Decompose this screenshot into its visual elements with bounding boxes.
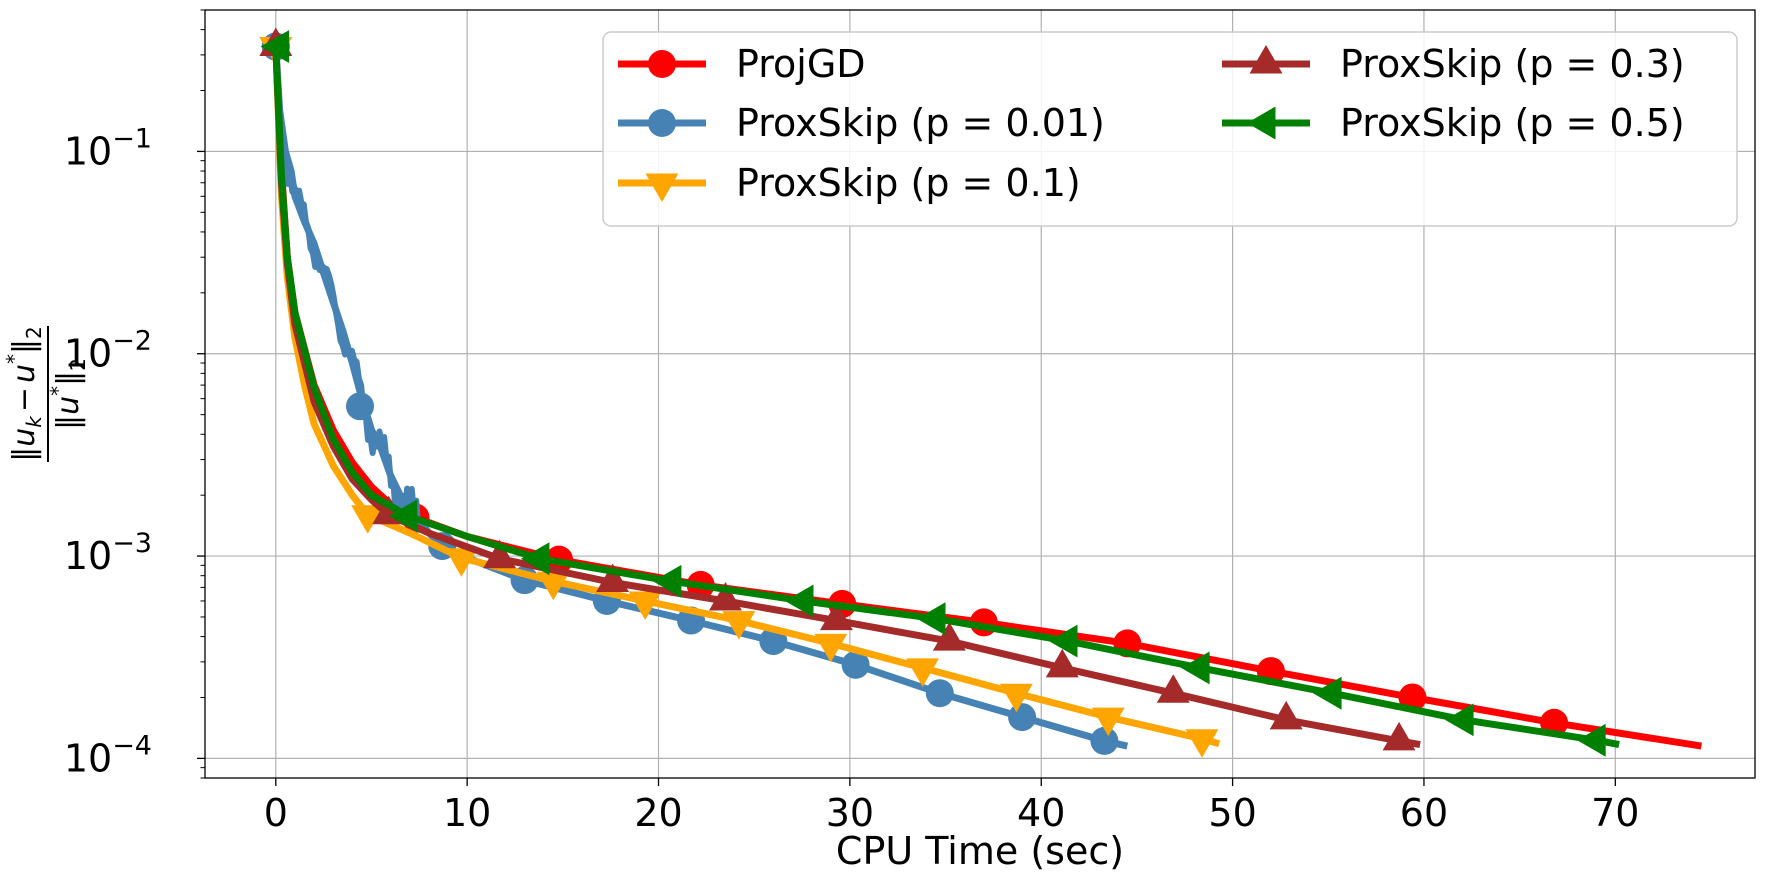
series-marker	[1090, 726, 1119, 755]
series-marker	[906, 658, 939, 687]
series-marker	[841, 650, 870, 679]
series-marker	[1049, 624, 1078, 658]
x-tick-label: 10	[443, 791, 491, 835]
legend-entry-0: ProjGD	[618, 42, 866, 86]
x-axis-label: CPU Time (sec)	[836, 829, 1124, 873]
x-tick-label: 40	[1017, 791, 1065, 835]
legend-entry-4: ProxSkip (p = 0.5)	[1222, 101, 1685, 145]
legend-marker	[1249, 45, 1283, 74]
series-line	[272, 46, 1620, 749]
series-marker	[1181, 651, 1210, 685]
x-tick-label: 0	[264, 791, 288, 835]
y-axis-label: ‖uk−u*‖2 ‖u*‖2	[2, 326, 90, 462]
legend-marker	[1247, 106, 1276, 140]
ylabel-den-star: *	[46, 386, 70, 396]
series-marker	[388, 499, 418, 533]
series-marker	[483, 539, 517, 569]
series-marker	[925, 679, 954, 708]
ylabel-den-close: ‖	[51, 371, 86, 386]
series-line	[272, 46, 1221, 748]
ylabel-num-close: ‖	[7, 339, 42, 354]
legend-marker	[648, 109, 676, 137]
series-marker	[351, 505, 385, 534]
series-marker	[709, 582, 742, 611]
series-marker	[814, 633, 848, 663]
ylabel-num-sub-k: k	[22, 415, 46, 428]
ylabel-num-star: *	[2, 354, 26, 364]
series-marker	[652, 564, 682, 598]
legend-entry-1: ProxSkip (p = 0.01)	[618, 101, 1105, 145]
series-marker	[1045, 648, 1079, 678]
y-tick-label: 10−1	[64, 123, 152, 173]
ylabel-num-open: ‖	[7, 447, 42, 462]
series-marker	[932, 622, 966, 651]
x-tick-label: 30	[826, 791, 874, 835]
legend-marker	[645, 173, 679, 202]
y-tick-label: 10−4	[64, 730, 152, 780]
legend-frame	[602, 31, 1738, 227]
series-marker	[445, 548, 478, 577]
axes-frame	[204, 9, 1756, 779]
ylabel-num-sub-2: 2	[22, 326, 46, 339]
x-tick-label: 70	[1591, 791, 1639, 835]
legend-label: ProjGD	[736, 42, 866, 86]
series-marker	[1445, 703, 1474, 737]
y-tick-label: 10−2	[64, 326, 152, 376]
series-marker	[785, 584, 814, 618]
legend-label: ProxSkip (p = 0.3)	[1340, 42, 1685, 86]
series-marker	[1091, 707, 1125, 737]
series-marker	[999, 683, 1033, 713]
plot-area	[259, 27, 1702, 758]
series-marker	[628, 591, 662, 620]
series-marker	[820, 601, 853, 631]
series-marker	[917, 602, 946, 636]
series-marker	[536, 571, 570, 601]
series-2	[259, 37, 1221, 758]
series-marker	[260, 30, 290, 64]
svg-text:‖u*‖2: ‖u*‖2	[46, 358, 90, 430]
series-marker	[722, 611, 756, 640]
series-marker	[1156, 674, 1190, 703]
ylabel-num-var: u	[7, 428, 42, 447]
svg-text:‖uk−u*‖2: ‖uk−u*‖2	[2, 326, 46, 462]
series-marker	[1313, 676, 1342, 710]
series-marker	[1269, 700, 1303, 730]
legend-entry-2: ProxSkip (p = 0.1)	[618, 161, 1081, 205]
ylabel-den-open: ‖	[51, 415, 86, 430]
legend-label: ProxSkip (p = 0.5)	[1340, 101, 1685, 145]
series-marker	[1008, 703, 1037, 732]
y-tick-label: 10−3	[64, 528, 152, 578]
series-marker	[1185, 729, 1219, 758]
series-marker	[520, 542, 550, 576]
x-tick-label: 60	[1400, 791, 1448, 835]
ylabel-num-var2: u	[7, 364, 42, 383]
series-4	[260, 30, 1620, 757]
ylabel-num-minus: −	[7, 387, 42, 412]
ticks: 0 10 20 30 40 50 60 70 10−1 10−2 10−3 10−4	[64, 9, 1639, 835]
x-tick-label: 50	[1208, 791, 1256, 835]
legend-label: ProxSkip (p = 0.1)	[736, 161, 1081, 205]
ylabel-den-var: u	[51, 396, 86, 415]
legend-marker	[648, 50, 676, 78]
legend-label: ProxSkip (p = 0.01)	[736, 101, 1105, 145]
series-marker	[1577, 723, 1606, 757]
x-tick-label: 20	[634, 791, 682, 835]
series-marker	[596, 563, 629, 592]
series-marker	[346, 392, 374, 421]
legend-entry-3: ProxSkip (p = 0.3)	[1222, 42, 1685, 86]
series-marker	[1382, 721, 1416, 751]
ylabel-den-sub-2: 2	[66, 358, 90, 371]
legend: ProjGD ProxSkip (p = 0.01) ProxSkip (p = 0…	[602, 31, 1738, 227]
